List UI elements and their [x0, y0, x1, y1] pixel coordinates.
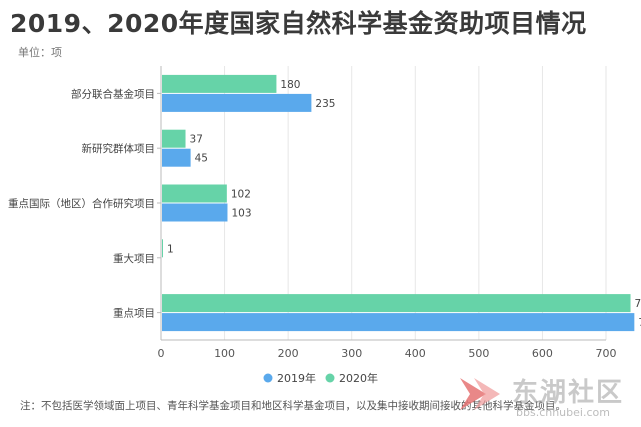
x-tick-label: 300	[341, 347, 362, 360]
watermark-url: bbs.cnhubei.com	[516, 406, 610, 419]
legend-label: 2019年	[277, 371, 316, 385]
x-tick-label: 500	[468, 347, 489, 360]
data-label: 45	[195, 153, 208, 165]
bar	[162, 184, 227, 203]
watermark: 东湖社区 bbs.cnhubei.com	[456, 370, 636, 422]
bar	[162, 148, 191, 167]
data-label: 743	[638, 317, 641, 329]
bar	[162, 239, 163, 258]
data-label: 737	[635, 298, 641, 310]
category-label: 新研究群体项目	[82, 142, 156, 155]
data-label: 37	[190, 134, 203, 146]
chart-title: 2019、2020年度国家自然科学基金资助项目情况	[10, 9, 587, 38]
category-label: 重点项目	[113, 307, 155, 320]
bar	[162, 203, 228, 222]
unit-label: 单位：项	[18, 46, 62, 59]
x-tick-label: 400	[405, 347, 426, 360]
bar	[162, 93, 312, 112]
legend-marker	[263, 373, 273, 383]
bar	[162, 129, 186, 148]
category-label: 重点国际（地区）合作研究项目	[8, 197, 155, 210]
x-tick-label: 600	[532, 347, 553, 360]
x-tick-label: 0	[158, 347, 165, 360]
bar	[162, 294, 631, 313]
legend-label: 2020年	[339, 371, 378, 385]
data-label: 102	[231, 189, 251, 201]
footnote: 注：不包括医学领域面上项目、青年科学基金项目和地区科学基金项目，以及集中接收期间…	[20, 400, 566, 412]
bar	[162, 74, 277, 93]
bar	[162, 313, 635, 332]
data-label: 103	[231, 208, 251, 220]
x-tick-label: 200	[278, 347, 299, 360]
watermark-text: 东湖社区	[512, 378, 625, 408]
x-tick-label: 100	[214, 347, 235, 360]
watermark-logo-icon	[460, 378, 500, 410]
x-tick-label: 700	[596, 347, 617, 360]
category-label: 重大项目	[113, 252, 155, 265]
data-label: 180	[280, 79, 300, 91]
data-label: 235	[315, 98, 335, 110]
legend-marker	[325, 373, 335, 383]
category-label: 部分联合基金项目	[71, 87, 155, 100]
data-label: 1	[167, 243, 174, 255]
